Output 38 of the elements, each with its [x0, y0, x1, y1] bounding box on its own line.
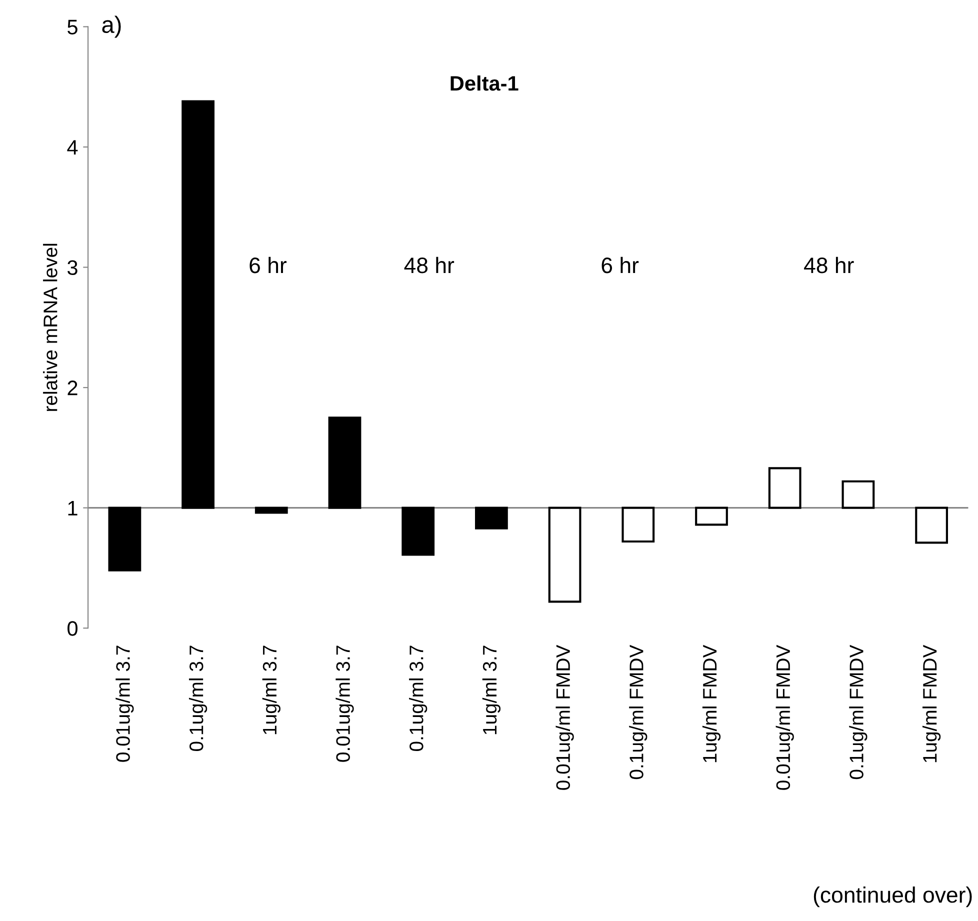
bar [548, 506, 582, 603]
bar [474, 506, 508, 530]
bar [254, 506, 288, 514]
bar [328, 416, 362, 509]
x-tick-label: 0.1ug/ml 3.7 [188, 646, 208, 752]
y-tick-label: 3 [68, 260, 78, 276]
x-tick-label: 1ug/ml 3.7 [262, 646, 280, 734]
bar [695, 506, 728, 526]
x-tick-label: 1ug/ml 3.7 [482, 646, 501, 734]
x-tick-label: 0.01ug/ml FMDV [556, 644, 574, 790]
y-tick-label: 0 [68, 621, 78, 636]
x-tick-label: 1ug/ml FMDV [922, 644, 941, 762]
annotation: a) [102, 16, 121, 38]
bar [182, 100, 214, 509]
y-tick-label: 1 [68, 501, 78, 516]
x-tick-label: 0.01ug/ml 3.7 [336, 646, 354, 762]
annotation: 6 hr [602, 256, 639, 274]
y-tick-label: 4 [67, 140, 78, 155]
x-tick-label: 0.01ug/ml 3.7 [116, 646, 134, 762]
x-tick-label: 0.01ug/ml FMDV [776, 644, 794, 790]
x-tick-label: 0.1ug/ml 3.7 [409, 646, 428, 752]
annotation: 48 hr [404, 256, 454, 274]
bar [622, 506, 655, 543]
bar [915, 506, 948, 544]
text: (continued over) [814, 886, 972, 908]
text: Delta-1 [450, 75, 518, 91]
y-tick-label: 5 [68, 20, 78, 34]
annotation: 6 hr [250, 256, 287, 274]
bar [768, 467, 802, 509]
x-tick-label: 0.1ug/ml FMDV [629, 644, 648, 780]
x-tick-label: 1ug/ml FMDV [702, 644, 721, 762]
bar [402, 506, 435, 556]
y-axis-title: relative mRNA level [43, 244, 58, 411]
x-tick-label: 0.1ug/ml FMDV [849, 644, 868, 780]
annotation: 48 hr [804, 256, 854, 274]
y-tick-label: 2 [68, 380, 78, 396]
bar [108, 506, 142, 572]
bar [842, 480, 875, 509]
